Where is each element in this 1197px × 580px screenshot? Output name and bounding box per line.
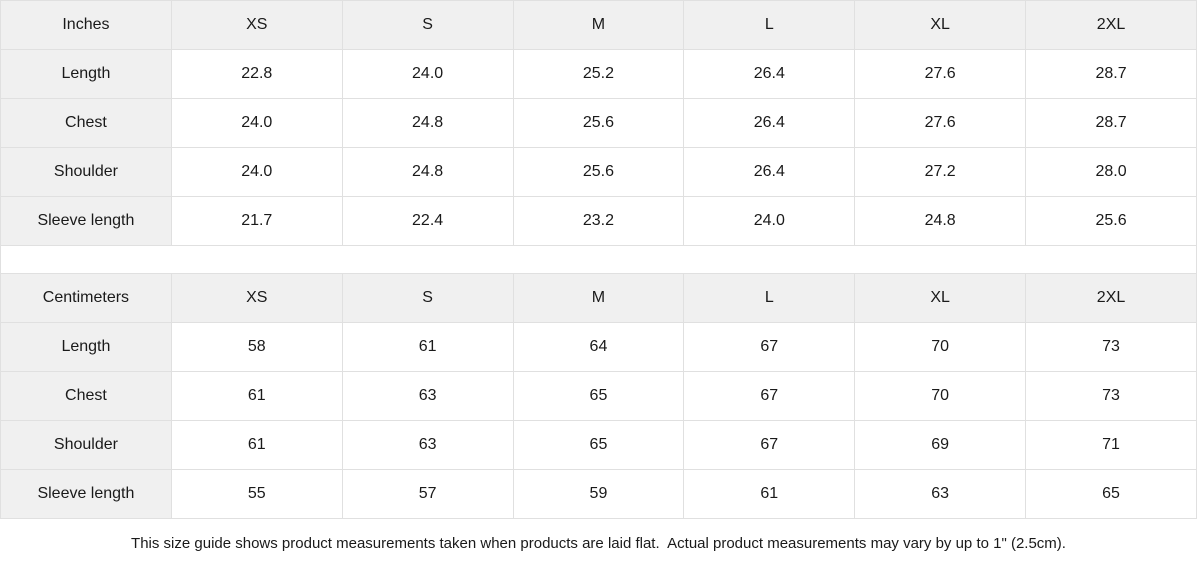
inches-chest-row: Chest 24.0 24.8 25.6 26.4 27.6 28.7 [0, 98, 1197, 148]
row-label: Length [0, 49, 172, 99]
measurement-cell: 61 [683, 469, 856, 519]
measurement-cell: 69 [854, 420, 1027, 470]
row-label: Chest [0, 98, 172, 148]
measurement-cell: 24.0 [170, 98, 343, 148]
unit-header-inches: Inches [0, 0, 172, 50]
row-label: Sleeve length [0, 196, 172, 246]
measurement-cell: 58 [170, 322, 343, 372]
cm-shoulder-row: Shoulder 61 63 65 67 69 71 [0, 420, 1197, 470]
measurement-cell: 63 [341, 371, 514, 421]
measurement-cell: 22.8 [170, 49, 343, 99]
size-header-xs: XS [170, 0, 343, 50]
measurement-cell: 65 [512, 420, 685, 470]
measurement-cell: 25.2 [512, 49, 685, 99]
measurement-cell: 59 [512, 469, 685, 519]
measurement-cell: 73 [1025, 322, 1197, 372]
row-label: Length [0, 322, 172, 372]
inches-length-row: Length 22.8 24.0 25.2 26.4 27.6 28.7 [0, 49, 1197, 99]
row-label: Shoulder [0, 420, 172, 470]
row-label: Sleeve length [0, 469, 172, 519]
measurement-cell: 67 [683, 371, 856, 421]
size-header-s: S [341, 273, 514, 323]
measurement-cell: 25.6 [512, 147, 685, 197]
measurement-cell: 71 [1025, 420, 1197, 470]
measurement-cell: 63 [341, 420, 514, 470]
measurement-cell: 61 [170, 420, 343, 470]
cm-sleeve-row: Sleeve length 55 57 59 61 63 65 [0, 469, 1197, 519]
centimeters-header-row: Centimeters XS S M L XL 2XL [0, 273, 1197, 323]
measurement-cell: 27.6 [854, 98, 1027, 148]
size-header-2xl: 2XL [1025, 0, 1197, 50]
measurement-cell: 63 [854, 469, 1027, 519]
size-header-l: L [683, 0, 856, 50]
measurement-cell: 21.7 [170, 196, 343, 246]
row-label: Chest [0, 371, 172, 421]
measurement-cell: 27.6 [854, 49, 1027, 99]
size-header-xl: XL [854, 273, 1027, 323]
inches-header-row: Inches XS S M L XL 2XL [0, 0, 1197, 50]
measurement-cell: 24.0 [683, 196, 856, 246]
size-header-m: M [512, 273, 685, 323]
measurement-cell: 61 [170, 371, 343, 421]
cm-length-row: Length 58 61 64 67 70 73 [0, 322, 1197, 372]
size-header-l: L [683, 273, 856, 323]
measurement-cell: 67 [683, 322, 856, 372]
measurement-cell: 61 [341, 322, 514, 372]
measurement-cell: 27.2 [854, 147, 1027, 197]
measurement-cell: 65 [512, 371, 685, 421]
size-guide-footnote: This size guide shows product measuremen… [0, 519, 1197, 568]
unit-header-centimeters: Centimeters [0, 273, 172, 323]
inches-sleeve-row: Sleeve length 21.7 22.4 23.2 24.0 24.8 2… [0, 196, 1197, 246]
measurement-cell: 70 [854, 371, 1027, 421]
measurement-cell: 26.4 [683, 98, 856, 148]
measurement-cell: 24.0 [341, 49, 514, 99]
measurement-cell: 28.0 [1025, 147, 1197, 197]
row-label: Shoulder [0, 147, 172, 197]
spacer-cell [0, 245, 1197, 274]
size-header-m: M [512, 0, 685, 50]
measurement-cell: 24.8 [854, 196, 1027, 246]
measurement-cell: 67 [683, 420, 856, 470]
measurement-cell: 57 [341, 469, 514, 519]
measurement-cell: 23.2 [512, 196, 685, 246]
measurement-cell: 26.4 [683, 49, 856, 99]
measurement-cell: 25.6 [512, 98, 685, 148]
size-header-2xl: 2XL [1025, 273, 1197, 323]
size-guide-table: Inches XS S M L XL 2XL Length 22.8 24.0 … [0, 0, 1197, 519]
measurement-cell: 26.4 [683, 147, 856, 197]
measurement-cell: 73 [1025, 371, 1197, 421]
measurement-cell: 28.7 [1025, 98, 1197, 148]
measurement-cell: 25.6 [1025, 196, 1197, 246]
measurement-cell: 64 [512, 322, 685, 372]
measurement-cell: 55 [170, 469, 343, 519]
cm-chest-row: Chest 61 63 65 67 70 73 [0, 371, 1197, 421]
size-header-xl: XL [854, 0, 1027, 50]
measurement-cell: 24.8 [341, 98, 514, 148]
measurement-cell: 24.8 [341, 147, 514, 197]
measurement-cell: 22.4 [341, 196, 514, 246]
size-header-s: S [341, 0, 514, 50]
inches-shoulder-row: Shoulder 24.0 24.8 25.6 26.4 27.2 28.0 [0, 147, 1197, 197]
table-spacer-row [0, 245, 1197, 274]
measurement-cell: 70 [854, 322, 1027, 372]
measurement-cell: 28.7 [1025, 49, 1197, 99]
size-header-xs: XS [170, 273, 343, 323]
measurement-cell: 24.0 [170, 147, 343, 197]
measurement-cell: 65 [1025, 469, 1197, 519]
